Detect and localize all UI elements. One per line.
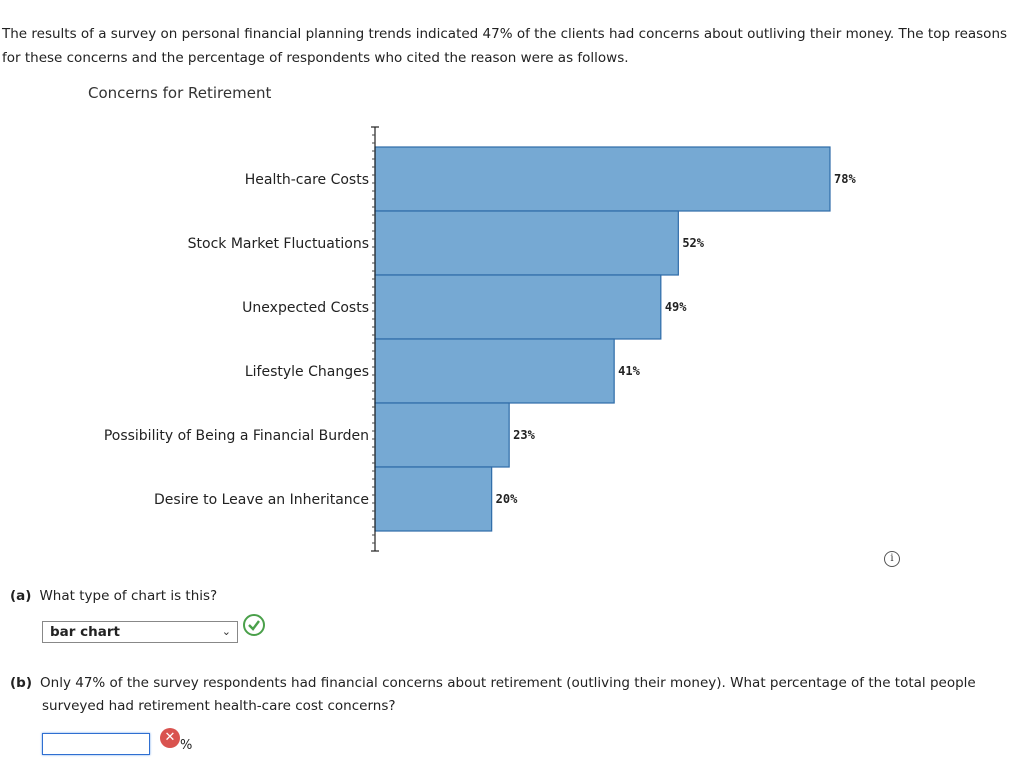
percentage-input[interactable] bbox=[42, 733, 150, 755]
info-icon[interactable]: i bbox=[884, 551, 900, 567]
x-icon: ✕ bbox=[160, 728, 180, 748]
question-a-text: What type of chart is this? bbox=[39, 588, 218, 604]
category-label-4: Possibility of Being a Financial Burden bbox=[104, 428, 369, 444]
question-b: (b) Only 47% of the survey respondents ha… bbox=[10, 672, 1010, 718]
bar-5 bbox=[374, 466, 493, 532]
value-label-2: 49% bbox=[665, 300, 687, 314]
bar-3 bbox=[374, 338, 615, 404]
chart-type-select[interactable]: bar chart ⌄ bbox=[42, 621, 238, 643]
value-label-1: 52% bbox=[682, 236, 704, 250]
chart-type-selected: bar chart bbox=[50, 624, 120, 640]
intro-text: The results of a survey on personal fina… bbox=[2, 26, 1008, 66]
chart-title: Concerns for Retirement bbox=[88, 84, 272, 102]
bar-4 bbox=[374, 402, 510, 468]
category-label-3: Lifestyle Changes bbox=[245, 364, 369, 380]
category-label-1: Stock Market Fluctuations bbox=[188, 236, 369, 252]
value-label-3: 41% bbox=[618, 364, 640, 378]
question-b-label: (b) bbox=[10, 675, 33, 691]
bar-1 bbox=[374, 210, 679, 276]
category-label-0: Health-care Costs bbox=[245, 172, 369, 188]
unit-label: % bbox=[180, 738, 193, 753]
value-label-5: 20% bbox=[496, 492, 518, 506]
category-label-2: Unexpected Costs bbox=[242, 300, 369, 316]
check-icon bbox=[243, 614, 265, 636]
question-a: (a) What type of chart is this? bbox=[10, 585, 217, 608]
bar-chart: Health-care Costs 78% Stock Market Fluctua… bbox=[104, 126, 856, 552]
question-b-text-2: surveyed had retirement health-care cost… bbox=[42, 698, 396, 714]
chevron-down-icon: ⌄ bbox=[221, 625, 231, 638]
value-label-4: 23% bbox=[513, 428, 535, 442]
bar-0 bbox=[374, 146, 831, 212]
bar-2 bbox=[374, 274, 662, 340]
question-b-text-1: Only 47% of the survey respondents had f… bbox=[40, 675, 976, 691]
category-label-5: Desire to Leave an Inheritance bbox=[154, 492, 369, 508]
question-a-label: (a) bbox=[10, 588, 32, 604]
value-label-0: 78% bbox=[834, 172, 856, 186]
